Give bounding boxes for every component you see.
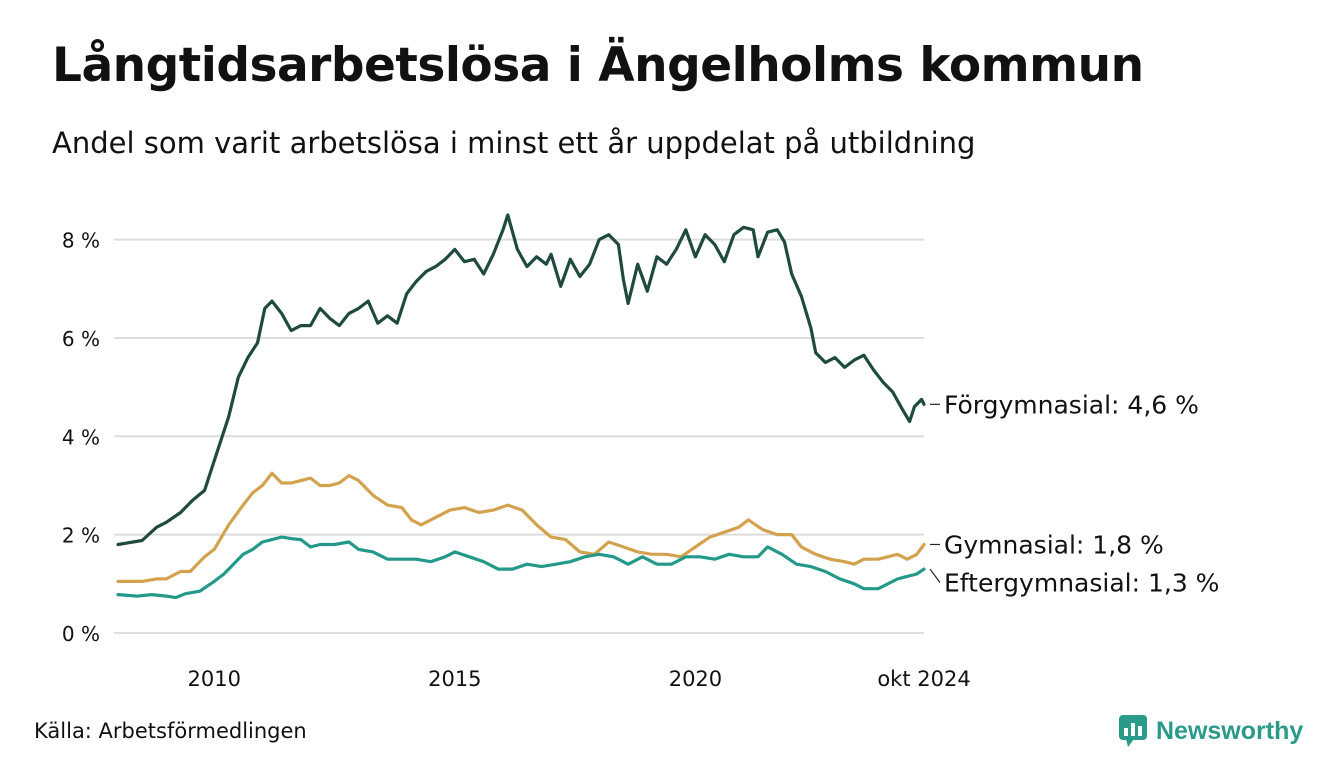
series-line-eftergymnasial (116, 535, 926, 600)
series-line-gymnasial (116, 471, 926, 583)
x-tick-label: 2010 (188, 667, 241, 691)
chart-subtitle: Andel som varit arbetslösa i minst ett å… (52, 126, 976, 160)
series-lines (116, 213, 926, 600)
y-tick-label: 8 % (62, 229, 100, 253)
x-axis-ticks: 2010 2015 2020 okt 2024 (188, 667, 971, 691)
chart-title: Långtidsarbetslösa i Ängelholms kommun (52, 38, 1144, 93)
y-tick-label: 2 % (62, 524, 100, 548)
series-end-label: Gymnasial: 1,8 % (944, 530, 1164, 559)
y-axis-ticks: 0 % 2 % 4 % 6 % 8 % (62, 229, 100, 646)
x-tick-label: 2020 (669, 667, 722, 691)
chart-speech-bubble-icon (1119, 715, 1147, 747)
newsworthy-logo: Newsworthy (1118, 713, 1303, 749)
x-tick-label: okt 2024 (877, 667, 970, 691)
y-tick-label: 4 % (62, 425, 100, 449)
series-end-labels: Förgymnasial: 4,6 % Gymnasial: 1,8 % Efter… (929, 390, 1219, 597)
x-tick-label: 2015 (428, 667, 481, 691)
brand-name: Newsworthy (1156, 716, 1304, 745)
series-end-label: Eftergymnasial: 1,3 % (944, 568, 1219, 597)
series-line-förgymnasial (116, 213, 926, 547)
source-note: Källa: Arbetsförmedlingen (34, 719, 307, 743)
end-label-connector (929, 568, 941, 583)
y-tick-label: 6 % (62, 327, 100, 351)
y-tick-label: 0 % (62, 622, 100, 646)
series-end-label: Förgymnasial: 4,6 % (944, 390, 1199, 419)
line-chart: 0 % 2 % 4 % 6 % 8 % 2010 2015 2020 okt 2024 För… (62, 213, 1219, 691)
